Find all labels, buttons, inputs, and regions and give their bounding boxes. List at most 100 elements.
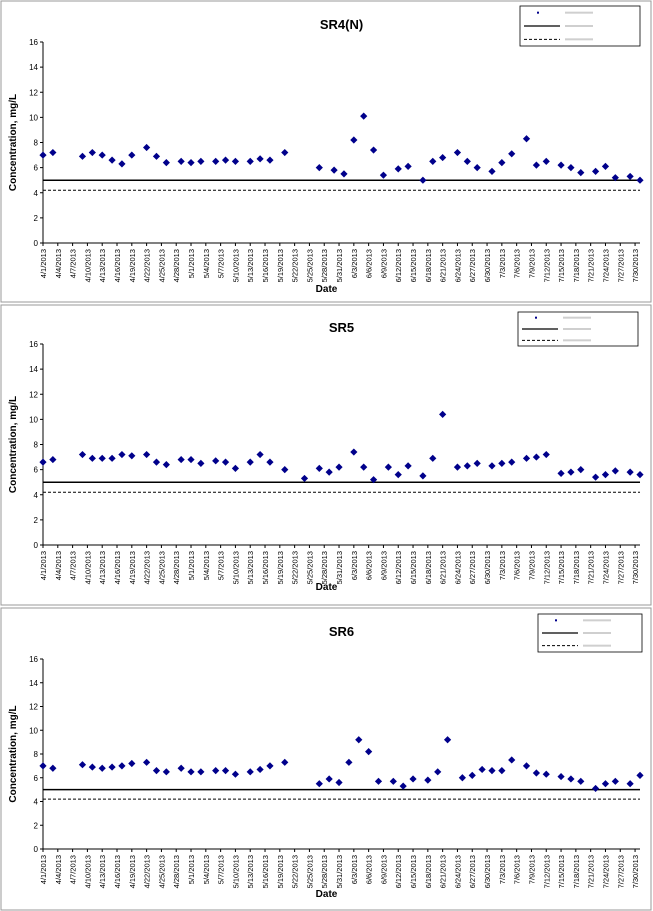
x-tick-label: 6/6/2013 <box>365 855 374 884</box>
data-point <box>187 455 195 464</box>
x-tick-label: 5/25/2013 <box>305 551 314 584</box>
data-point <box>152 458 161 466</box>
x-tick-label: 7/30/2013 <box>631 551 640 584</box>
legend-label <box>565 38 593 41</box>
data-point <box>567 164 575 172</box>
x-tick-label: 7/24/2013 <box>601 551 610 584</box>
data-point <box>246 458 254 466</box>
x-tick-label: 4/4/2013 <box>54 551 63 580</box>
chart-title: SR5 <box>329 320 354 335</box>
data-point <box>473 459 481 467</box>
data-point <box>350 136 358 144</box>
x-tick-label: 7/18/2013 <box>572 551 581 584</box>
y-tick-label: 4 <box>34 798 39 807</box>
legend-label <box>565 25 593 27</box>
chart-panel-1: SR4(N) 0 2 4 6 8 10 12 14 16 4/1/2013 4/4/2013 4/7/2… <box>0 0 652 303</box>
data-point <box>143 143 151 152</box>
y-tick-label: 10 <box>29 415 38 424</box>
x-tick-label: 4/7/2013 <box>69 551 78 580</box>
data-point <box>498 767 506 775</box>
x-tick-label: 4/10/2013 <box>83 551 92 584</box>
y-tick-label: 0 <box>34 541 39 550</box>
data-point <box>118 450 126 459</box>
x-axis-title: Date <box>316 284 338 295</box>
y-tick-label: 6 <box>34 774 39 783</box>
data-point <box>626 468 634 476</box>
x-tick-label: 7/6/2013 <box>513 551 522 580</box>
data-point <box>360 463 368 471</box>
data-point <box>128 151 136 159</box>
y-tick-label: 4 <box>34 189 39 198</box>
data-point <box>335 463 343 471</box>
data-point <box>88 454 96 462</box>
x-tick-label: 6/9/2013 <box>379 249 388 278</box>
x-tick-label: 7/12/2013 <box>542 855 551 888</box>
y-tick-label: 16 <box>29 655 38 664</box>
y-tick-label: 10 <box>29 113 38 122</box>
data-point <box>39 151 47 159</box>
data-point <box>567 468 575 476</box>
legend-label <box>583 619 611 622</box>
x-tick-label: 7/6/2013 <box>513 855 522 884</box>
data-point <box>429 454 437 462</box>
data-point <box>256 450 264 459</box>
data-point <box>256 155 264 163</box>
legend-label <box>563 339 591 342</box>
chart-panel-2: SR5 0 2 4 6 8 10 12 14 16 4/1/2013 4/4/2013 4/7/2013… <box>0 304 652 606</box>
data-point <box>315 164 323 172</box>
x-tick-label: 5/28/2013 <box>320 249 329 282</box>
data-point <box>266 156 274 164</box>
data-point <box>221 458 230 466</box>
data-point <box>522 762 531 770</box>
data-point <box>488 462 496 470</box>
x-tick-label: 5/7/2013 <box>217 551 226 580</box>
x-tick-label: 5/13/2013 <box>246 249 255 282</box>
legend-label <box>583 644 611 647</box>
data-point <box>345 758 353 766</box>
data-point <box>212 767 220 775</box>
x-tick-label: 5/7/2013 <box>217 855 226 884</box>
data-point <box>488 167 496 175</box>
data-point <box>246 768 254 776</box>
x-tick-label: 6/18/2013 <box>424 249 433 282</box>
data-point <box>542 157 550 165</box>
x-axis-title: Date <box>316 582 338 593</box>
data-point <box>231 770 240 778</box>
data-point <box>78 761 87 769</box>
data-point <box>221 767 230 775</box>
x-tick-label: 6/18/2013 <box>424 855 433 888</box>
x-tick-label: 5/10/2013 <box>231 551 240 584</box>
data-point <box>335 778 343 787</box>
x-tick-label: 4/10/2013 <box>83 249 92 282</box>
y-tick-label: 12 <box>29 703 38 712</box>
y-tick-label: 8 <box>34 139 39 148</box>
x-tick-label: 6/18/2013 <box>424 551 433 584</box>
x-tick-label: 6/3/2013 <box>350 249 359 278</box>
x-tick-label: 7/3/2013 <box>498 551 507 580</box>
x-tick-label: 7/27/2013 <box>616 249 625 282</box>
y-tick-label: 6 <box>34 164 39 173</box>
y-tick-label: 2 <box>34 821 39 830</box>
data-point <box>557 772 565 781</box>
data-point <box>118 762 126 770</box>
data-point <box>49 148 57 157</box>
x-tick-label: 6/30/2013 <box>483 855 492 888</box>
data-point <box>557 469 565 477</box>
x-tick-label: 5/10/2013 <box>231 855 240 888</box>
legend-marker <box>535 316 537 319</box>
x-tick-label: 6/6/2013 <box>365 249 374 278</box>
data-point <box>488 767 496 775</box>
data-point <box>39 458 47 466</box>
x-tick-label: 7/27/2013 <box>616 855 625 888</box>
x-tick-label: 4/19/2013 <box>128 551 137 584</box>
data-point <box>108 763 116 771</box>
x-tick-label: 4/25/2013 <box>157 249 166 282</box>
x-tick-label: 6/27/2013 <box>468 249 477 282</box>
data-point <box>424 776 432 784</box>
data-point <box>162 768 170 776</box>
x-tick-label: 6/24/2013 <box>453 855 462 888</box>
x-tick-label: 6/9/2013 <box>379 551 388 580</box>
x-tick-label: 5/7/2013 <box>217 249 226 278</box>
x-tick-label: 7/15/2013 <box>557 249 566 282</box>
